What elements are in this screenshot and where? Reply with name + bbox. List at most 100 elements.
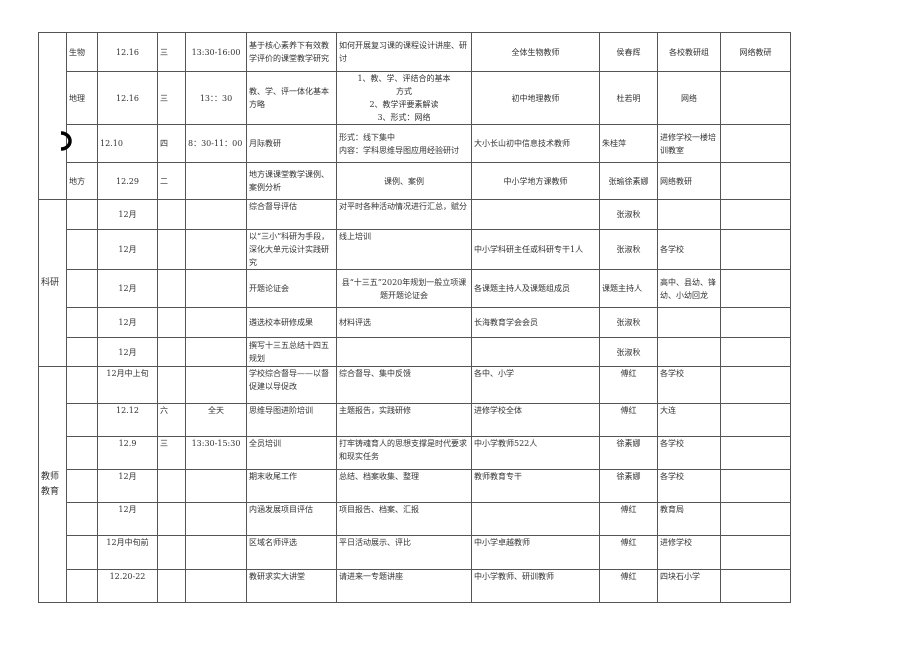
person-cell: 徐素娜 <box>599 436 658 470</box>
weekday-cell: 三 <box>157 436 186 470</box>
weekday-cell <box>157 307 186 338</box>
audience-cell: 中小学教师522人 <box>471 436 600 470</box>
topic-cell: 开题论证会 <box>246 269 337 308</box>
form-cell <box>720 436 791 470</box>
location-cell: 各学校 <box>657 229 721 270</box>
location-cell: 各学校 <box>657 436 721 470</box>
weekday-cell <box>157 569 186 603</box>
person-cell: 侯春辉 <box>599 32 658 72</box>
topic-cell: 基于核心素养下有效教学评价的课堂教学研究 <box>246 32 337 72</box>
person-cell: 傅红 <box>599 366 658 404</box>
audience-cell: 大小长山初中信息技术教师 <box>471 124 600 163</box>
weekday-cell <box>157 366 186 404</box>
weekday-cell <box>157 337 186 367</box>
time-cell <box>185 269 247 308</box>
audience-cell: 各中、小学 <box>471 366 600 404</box>
date-cell: 12月 <box>97 502 158 536</box>
table-row: 12.20-22 教研求实大讲堂 请进来一专题讲座 中小学教师、研训教师 傅红 四块石小学 <box>39 569 791 603</box>
form-cell <box>720 366 791 404</box>
schedule-table: 生物 12.16 三 13:30-16:00 基于核心素养下有效教学评价的课堂教学研究如… <box>38 32 791 603</box>
form-cell <box>720 124 791 163</box>
topic-cell: 内涵发展项目评估 <box>246 502 337 536</box>
time-cell <box>185 569 247 603</box>
content-cell: 形式：线下集中 内容：学科思维导图应用经验研讨 <box>336 124 472 163</box>
audience-cell: 全体生物教师 <box>471 32 600 72</box>
audience-cell: 中小学地方课教师 <box>471 162 600 200</box>
time-cell: 全天 <box>185 403 247 437</box>
weekday-cell <box>157 229 186 270</box>
content-cell <box>336 337 472 367</box>
content-cell: 县“十三五”2020年规划一般立项课题开题论证会 <box>336 269 472 308</box>
location-cell: 网络 <box>657 71 721 125</box>
weekday-cell <box>157 502 186 536</box>
table-row: 地理 12.16 三 13：：30 教、学、评一体化基本方略 1、教、学、评结合的基本 方… <box>39 71 791 125</box>
person-cell: 课题主持人 <box>599 269 658 308</box>
content-cell: 对平时各种活动情况进行汇总，赋分 <box>336 199 472 230</box>
table-row: 12月 以“三小”科研为手段，深化大单元设计实践研究 线上培训 中小学科研主任或科研专… <box>39 229 791 270</box>
topic-cell: 月际教研 <box>246 124 337 163</box>
content-cell: 1、教、学、评结合的基本 方式 2、教学评要素解读 3、形式：网络 <box>336 71 472 125</box>
audience-cell: 教师教育专干 <box>471 469 600 503</box>
circle-mark-icon <box>60 131 72 151</box>
time-cell <box>185 366 247 404</box>
weekday-cell: 三 <box>157 32 186 72</box>
form-cell <box>720 71 791 125</box>
audience-cell: 初中地理教师 <box>471 71 600 125</box>
audience-cell <box>471 502 600 536</box>
audience-cell <box>471 199 600 230</box>
topic-cell: 综合督导评估 <box>246 199 337 230</box>
category-cell: 科研 <box>38 199 67 367</box>
content-cell: 平日活动展示、评比 <box>336 535 472 570</box>
weekday-cell: 四 <box>157 124 186 163</box>
form-cell <box>720 269 791 308</box>
person-cell: 张淑秋 <box>599 229 658 270</box>
location-cell <box>657 307 721 338</box>
person-cell: 杜若明 <box>599 71 658 125</box>
table-row: 12月 期末收尾工作 总结、档案收集、整理 教师教育专干 徐素娜 各学校 <box>39 469 791 503</box>
subject-cell <box>66 307 98 338</box>
content-cell: 打牢铸魂育人的思想支撑是时代要求和现实任务 <box>336 436 472 470</box>
subject-cell <box>66 535 98 570</box>
table-row: 生物 12.16 三 13:30-16:00 基于核心素养下有效教学评价的课堂教学研究如… <box>38 32 791 200</box>
date-cell: 12月中上旬 <box>97 366 158 404</box>
table-row: 科研 12月 综合督导评估 对平时各种活动情况进行汇总，赋分 张淑秋 <box>38 199 791 367</box>
topic-cell: 学校综合督导——以督促建以导促改 <box>246 366 337 404</box>
form-cell <box>720 502 791 536</box>
weekday-cell: 二 <box>157 162 186 200</box>
form-cell <box>720 403 791 437</box>
weekday-cell: 六 <box>157 403 186 437</box>
subject-cell: 生物 <box>66 32 98 72</box>
weekday-cell <box>157 535 186 570</box>
person-cell: 傅红 <box>599 403 658 437</box>
location-cell <box>657 199 721 230</box>
person-cell: 傅红 <box>599 535 658 570</box>
subject-cell: 地方 <box>66 162 98 200</box>
time-cell <box>185 502 247 536</box>
table-row: 地方 12.29 二 地方课课堂教学课例、案例分析 课例、案例 中小学地方课教师 张瑜徐素娜… <box>39 162 791 200</box>
content-cell: 总结、档案收集、整理 <box>336 469 472 503</box>
weekday-cell <box>157 269 186 308</box>
person-cell: 张瑜徐素娜 <box>599 162 658 200</box>
time-cell <box>185 229 247 270</box>
topic-cell: 思维导图进阶培训 <box>246 403 337 437</box>
form-cell <box>720 162 791 200</box>
subject-cell <box>66 337 98 367</box>
location-cell: 各学校 <box>657 366 721 404</box>
form-cell <box>720 469 791 503</box>
date-cell: 12月 <box>97 469 158 503</box>
table-row: 12月 开题论证会 县“十三五”2020年规划一般立项课题开题论证会 各课题主持人及课… <box>39 269 791 308</box>
table-row: 12.12 六全天 思维导图进阶培训 主题报告，实践研修 进修学校全体 傅红 大连 <box>39 403 791 437</box>
table-row: 12月 撰写十三五总结十四五规划 张淑秋 <box>39 337 791 367</box>
audience-cell: 中小学教师、研训教师 <box>471 569 600 603</box>
topic-cell: 以“三小”科研为手段，深化大单元设计实践研究 <box>246 229 337 270</box>
location-cell: 教育局 <box>657 502 721 536</box>
date-cell: 12.20-22 <box>97 569 158 603</box>
time-cell <box>185 535 247 570</box>
date-cell: 12月中旬前 <box>97 535 158 570</box>
subject-cell <box>66 403 98 437</box>
content-cell: 材料评选 <box>336 307 472 338</box>
person-cell: 徐素娜 <box>599 469 658 503</box>
date-cell: 12.9 <box>97 436 158 470</box>
category-cell: 教师 教育 <box>38 366 67 603</box>
form-cell: 网络教研 <box>720 32 791 72</box>
